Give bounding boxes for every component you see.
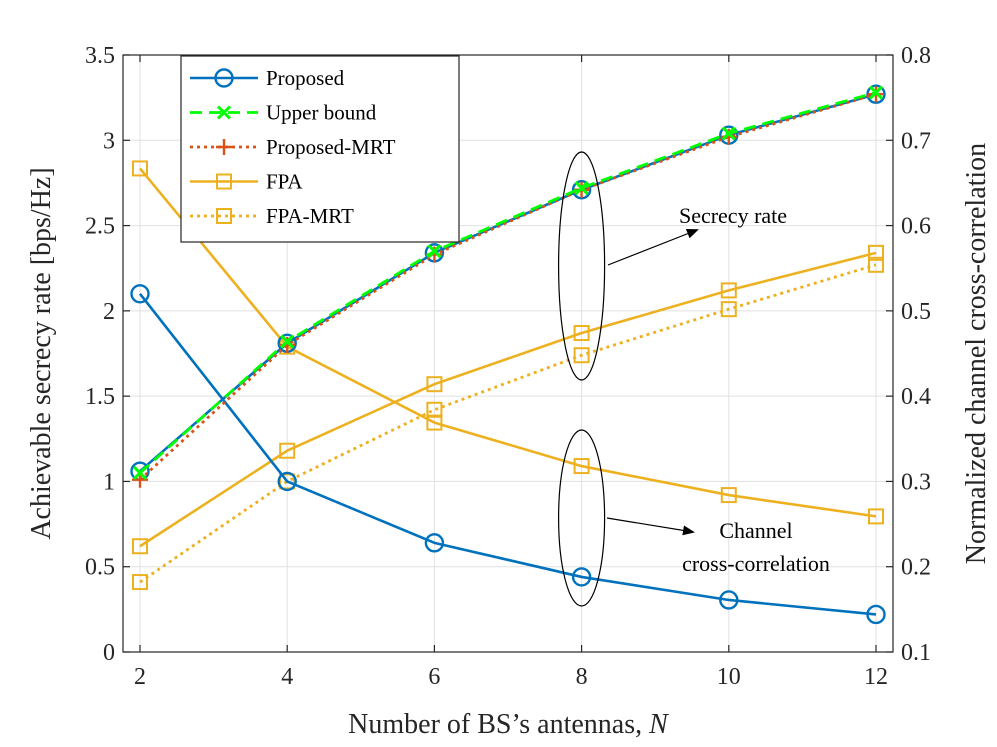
- y-left-tick-label: 3: [103, 128, 115, 154]
- data-point-upper-bound-rate: [280, 334, 295, 349]
- y-right-tick-label: 0.2: [901, 555, 931, 581]
- x-axis-title-variable: N: [648, 709, 669, 740]
- data-point-fpa-rate: [279, 442, 296, 459]
- series-proposed-correlation: [130, 284, 886, 625]
- y-left-tick-label: 0: [103, 640, 115, 666]
- secrecy-rate-ellipse: [557, 151, 606, 381]
- data-point-upper-bound-rate: [427, 244, 442, 259]
- data-point-proposed-rate: [866, 84, 886, 104]
- data-point-proposed-correlation: [719, 590, 739, 610]
- y-right-tick-label: 0.4: [901, 384, 931, 410]
- y-right-tick-label: 0.6: [901, 214, 931, 240]
- legend-item: Proposed-MRT: [190, 135, 396, 159]
- data-point-fpa-mrt-rate: [720, 301, 737, 318]
- legend: Proposed Upper bound Proposed-MRT FPA FPA-MR…: [180, 55, 460, 243]
- legend-swatch-marker: [216, 139, 232, 155]
- legend-swatch-marker: [216, 105, 232, 120]
- series-fpa-mrt-rate: [132, 256, 884, 591]
- legend-label: FPA: [266, 170, 303, 194]
- data-point-fpa-mrt-rate: [426, 401, 443, 418]
- correlation-label-line2: cross-correlation: [682, 551, 830, 576]
- legend-item: Upper bound: [190, 101, 377, 125]
- series-line-fpa-correlation: [138, 167, 877, 518]
- data-point-proposed-correlation: [130, 284, 150, 304]
- y-left-tick-label: 0.5: [85, 555, 115, 581]
- data-point-fpa-correlation: [573, 458, 590, 475]
- data-point-proposed-rate: [571, 180, 592, 200]
- series-line-fpa-rate: [139, 251, 877, 548]
- data-point-proposed-correlation: [571, 567, 592, 587]
- legend-label: Proposed-MRT: [266, 135, 396, 159]
- x-tick-label: 6: [428, 664, 440, 690]
- y-left-tick-label: 2: [103, 299, 115, 325]
- series-line-fpa-mrt-rate: [139, 263, 877, 584]
- x-tick-label: 10: [717, 664, 741, 690]
- series-line-upper-bound-rate: [139, 91, 877, 474]
- correlation-ellipse: [557, 429, 606, 607]
- legend-label: Proposed: [266, 66, 345, 90]
- data-point-fpa-mrt-rate: [573, 347, 590, 364]
- legend-item: FPA-MRT: [190, 204, 354, 228]
- y-right-tick-label: 0.7: [901, 128, 931, 154]
- data-point-upper-bound-rate: [868, 85, 884, 100]
- data-point-fpa-rate: [868, 244, 884, 261]
- secrecy-rate-arrow: [607, 229, 699, 266]
- y-left-tick-label: 1.5: [85, 384, 115, 410]
- x-tick-label: 2: [134, 664, 146, 690]
- data-point-fpa-correlation: [132, 160, 148, 177]
- y-right-tick-label: 0.3: [901, 469, 931, 495]
- legend-item: FPA: [190, 170, 303, 194]
- x-tick-label: 8: [576, 664, 588, 690]
- axes: 2 4 6 8 10 12 0 0.5 1 1.5 2 2.5 3 3.5 0.1 0.2 0.3 0.4 0.5 0…: [26, 43, 992, 740]
- plot-frame: [122, 54, 894, 653]
- correlation-label-line1: Channel: [719, 518, 792, 543]
- legend-swatch-marker: [214, 68, 234, 88]
- annotations: Secrecy rate Channel cross-correlation: [557, 151, 830, 607]
- y-right-tick-label: 0.1: [901, 640, 931, 666]
- data-point-fpa-mrt-rate: [132, 574, 148, 591]
- y-left-tick-label: 1: [103, 469, 115, 495]
- data-point-proposed-correlation: [424, 533, 445, 553]
- y-left-tick-label: 2.5: [85, 214, 115, 240]
- y-left-tick-label: 3.5: [85, 43, 115, 69]
- x-tick-label: 12: [864, 664, 888, 690]
- y-right-tick-label: 0.5: [901, 299, 931, 325]
- legend-label: Upper bound: [266, 101, 377, 125]
- data-point-fpa-rate: [132, 538, 148, 555]
- data-point-fpa-correlation: [868, 508, 884, 525]
- data-point-fpa-correlation: [720, 487, 737, 504]
- data-point-fpa-mrt-rate: [868, 256, 884, 273]
- data-point-upper-bound-rate: [132, 465, 148, 480]
- data-point-fpa-rate: [573, 325, 590, 342]
- data-point-fpa-correlation: [426, 414, 443, 431]
- y-right-tick-label: 0.8: [901, 43, 931, 69]
- y-left-axis-title: Achievable secrecy rate [bps/Hz]: [26, 167, 57, 539]
- data-point-upper-bound-rate: [574, 180, 589, 196]
- data-point-fpa-mrt-rate: [279, 473, 296, 490]
- series-fpa-rate: [132, 244, 884, 555]
- y-right-axis-title: Normalized channel cross-correlation: [961, 143, 992, 564]
- legend-swatch-marker: [216, 173, 232, 190]
- data-point-fpa-rate: [426, 376, 443, 393]
- secrecy-rate-label: Secrecy rate: [679, 203, 787, 228]
- legend-label: FPA-MRT: [266, 204, 354, 228]
- x-tick-label: 4: [281, 664, 293, 690]
- data-point-proposed-correlation: [866, 604, 886, 625]
- legend-item: Proposed: [190, 66, 345, 90]
- x-axis-title: Number of BS’s antennas, N: [348, 709, 669, 740]
- data-point-fpa-rate: [720, 282, 737, 299]
- series-upper-bound-rate: [132, 85, 884, 480]
- correlation-arrow: [606, 517, 695, 536]
- legend-swatch-marker: [216, 208, 232, 224]
- series-layer: [130, 84, 886, 625]
- data-point-proposed-correlation: [277, 471, 297, 492]
- x-axis-title-text: Number of BS’s antennas,: [348, 709, 649, 740]
- series-line-proposed-mrt-rate: [139, 92, 877, 481]
- series-line-proposed-correlation: [138, 292, 877, 616]
- data-point-upper-bound-rate: [721, 126, 736, 141]
